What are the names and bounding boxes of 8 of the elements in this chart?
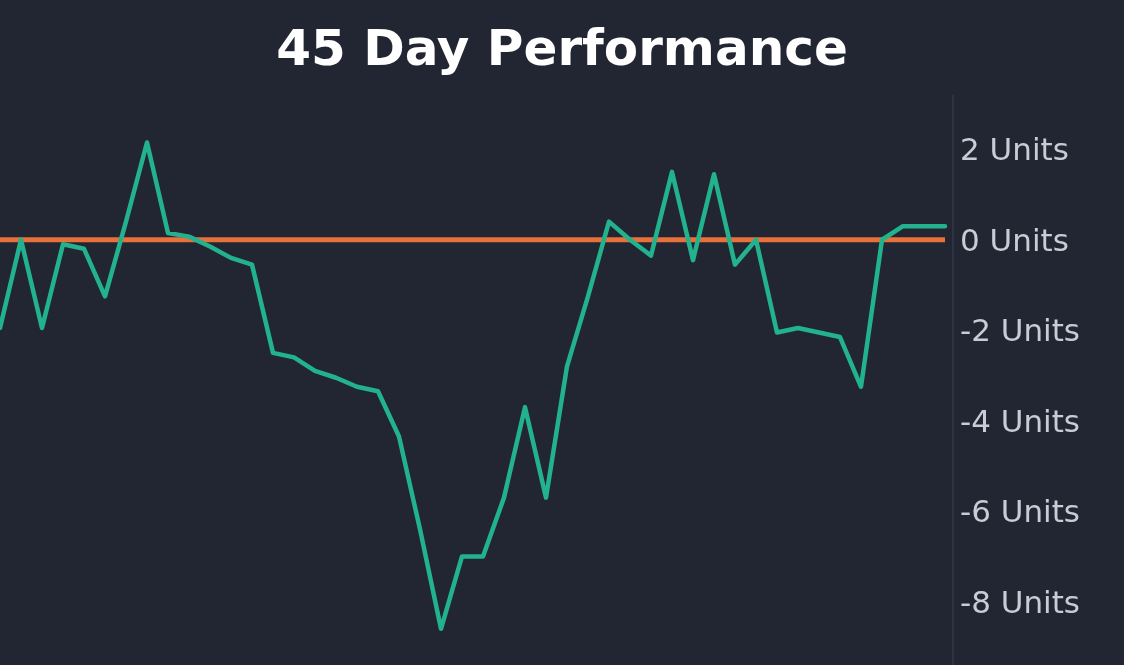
chart-title: 45 Day Performance — [276, 19, 848, 77]
y-tick-label: -6 Units — [960, 493, 1081, 530]
y-tick-label: -4 Units — [960, 402, 1081, 439]
y-tick-label: 2 Units — [960, 131, 1069, 168]
line-series — [0, 140, 948, 632]
y-tick-label: 0 Units — [960, 221, 1069, 258]
y-tick-label: -8 Units — [960, 583, 1081, 620]
y-tick-label: -2 Units — [960, 312, 1081, 349]
